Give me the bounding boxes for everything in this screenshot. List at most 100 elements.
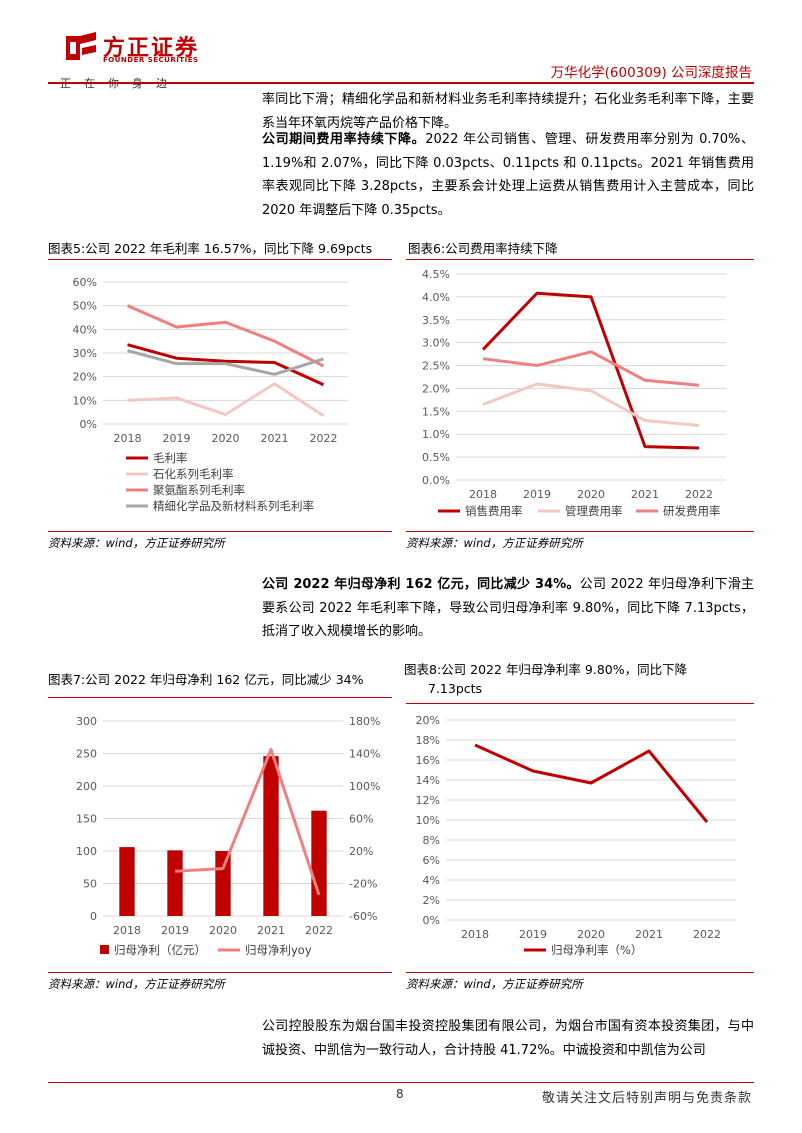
fig5-legend-label: 精细化学品及新材料系列毛利率: [153, 499, 314, 513]
fig5-ytick-label: 20%: [73, 371, 97, 384]
fig5-ytick-label: 10%: [73, 394, 97, 407]
fig5-xtick-label: 2019: [163, 432, 191, 445]
fig7-ytick-label: 50: [83, 878, 97, 891]
fig8-source: 资料来源：wind，方正证券研究所: [406, 977, 583, 991]
fig8-ytick-label: 20%: [416, 714, 440, 727]
fig6-ytick-label: 2.5%: [422, 360, 450, 373]
footer-disclaimer: 敬请关注文后特别声明与免责条款: [541, 1091, 752, 1106]
fig6-xtick-label: 2018: [469, 488, 497, 501]
fig8-bottom-rule: [406, 972, 754, 973]
fig6-ytick-label: 0.5%: [422, 451, 450, 464]
fig6-xtick-label: 2021: [631, 488, 659, 501]
fig5-xtick-label: 2018: [114, 432, 142, 445]
fig7-ytick-label: 200: [76, 780, 97, 793]
fig7-y2tick-label: -20%: [349, 878, 377, 891]
fig5-ytick-label: 60%: [73, 276, 97, 289]
fig7-series-line: [174, 747, 321, 896]
fig7-bar: [263, 756, 279, 916]
fig6-ytick-label: 1.0%: [422, 428, 450, 441]
paragraph-shareholders: 公司控股股东为烟台国丰投资控股集团有限公司，为烟台市国有资本投资集团，与中诚投资…: [262, 1019, 754, 1058]
fig5-title: 图表5:公司 2022 年毛利率 16.57%，同比下降 9.69pcts: [48, 241, 373, 256]
fig6-legend-label: 管理费用率: [565, 504, 623, 518]
fig6-series-line: [482, 382, 700, 428]
fig5-series-line: [127, 382, 325, 417]
fig6-xtick-label: 2022: [685, 488, 713, 501]
fig7-y2tick-label: 60%: [349, 813, 373, 826]
fig7-ytick-label: 250: [76, 748, 97, 761]
fig7-title: 图表7:公司 2022 年归母净利 162 亿元，同比减少 34%: [48, 672, 364, 687]
fig5-ytick-label: 50%: [73, 300, 97, 313]
fig6-top-rule: [406, 259, 754, 260]
fig5-ytick-label: 30%: [73, 347, 97, 360]
fig5-source: 资料来源：wind，方正证券研究所: [48, 536, 225, 550]
fig8-ytick-label: 6%: [423, 854, 440, 867]
fig8-chart: 0% 2% 4% 6% 8% 10% 12% 14% 16% 18% 20% 2018 2019 2020…: [416, 714, 736, 957]
fig6-ytick-label: 1.5%: [422, 405, 450, 418]
paragraph-net-profit-body: 公司 2022 年归母净利下滑主要系公司 2022 年毛利率下降，导致公司归母净…: [262, 577, 754, 639]
fig5-xtick-label: 2021: [261, 432, 289, 445]
fig8-xtick-label: 2019: [519, 928, 547, 941]
fig5-bottom-rule: [48, 531, 392, 532]
fig8-ytick-label: 14%: [416, 774, 440, 787]
fig7-y2tick-label: 100%: [349, 780, 380, 793]
fig6-legend-label: 研发费用率: [663, 504, 721, 518]
logo-cn-text: 方正证券: [103, 36, 200, 61]
fig6-title: 图表6:公司费用率持续下降: [408, 241, 558, 256]
fig7-y2tick-label: -60%: [349, 910, 377, 923]
fig7-legend-label: 归母净利yoy: [245, 943, 312, 957]
fig6-ytick-label: 2.0%: [422, 382, 450, 395]
fig8-ytick-label: 10%: [416, 814, 440, 827]
fig7-top-rule: [48, 697, 392, 698]
fig8-legend-label: 归母净利率（%）: [551, 943, 642, 957]
fig5-legend-label: 聚氨酯系列毛利率: [153, 483, 245, 497]
founder-logo-icon: [66, 32, 96, 60]
fig7-legend-swatch: [100, 945, 109, 954]
fig5-series-line: [126, 304, 325, 368]
fig7-bottom-rule: [48, 972, 392, 973]
fig6-ytick-label: 0.0%: [422, 474, 450, 487]
fig7-bar: [119, 847, 135, 916]
fig8-ytick-label: 4%: [423, 874, 440, 887]
fig8-xtick-label: 2020: [577, 928, 605, 941]
fig8-xtick-label: 2022: [693, 928, 721, 941]
fig7-y2tick-label: 180%: [349, 715, 380, 728]
fig7-source: 资料来源：wind，方正证券研究所: [48, 977, 225, 991]
fig6-xtick-label: 2020: [577, 488, 605, 501]
fig8-ytick-label: 12%: [416, 794, 440, 807]
fig6-legend-label: 销售费用率: [465, 504, 523, 518]
fig7-xtick-label: 2021: [257, 924, 285, 937]
fig5-chart: 0% 10% 20% 30% 40% 50% 60% 2018 2019 2020 2021 2022…: [73, 276, 348, 513]
paragraph-net-profit-heading: 公司 2022 年归母净利 162 亿元，同比减少 34%。: [262, 577, 580, 592]
fig7-xtick-label: 2022: [305, 924, 333, 937]
fig7-y2tick-label: 20%: [349, 845, 373, 858]
fig6-ytick-label: 3.0%: [422, 337, 450, 350]
fig5-legend-label: 毛利率: [153, 451, 188, 465]
fig7-y2tick-label: 140%: [349, 748, 380, 761]
paragraph-net-profit: 公司 2022 年归母净利 162 亿元，同比减少 34%。公司 2022 年归…: [262, 573, 754, 644]
fig7-bar: [167, 850, 183, 916]
slogan: 正在你身边: [60, 77, 180, 90]
fig5-top-rule: [48, 259, 392, 260]
paragraph-gross-margin: 率同比下滑；精细化学品和新材料业务毛利率持续提升；石化业务毛利率下降，主要系当年…: [262, 92, 754, 131]
fig5-legend-label: 石化系列毛利率: [153, 467, 234, 481]
fig5-ytick-label: 0%: [80, 418, 97, 431]
fig5-xtick-label: 2020: [212, 432, 240, 445]
fig8-ytick-label: 0%: [423, 914, 440, 927]
fig7-ytick-label: 100: [76, 845, 97, 858]
fig6-ytick-label: 3.5%: [422, 314, 450, 327]
paragraph-expense-ratio: 公司期间费用率持续下降。2022 年公司销售、管理、研发费用率分别为 0.70%…: [262, 128, 754, 222]
fig6-ytick-label: 4.5%: [422, 268, 450, 281]
fig7-bar: [311, 810, 327, 916]
fig8-xtick-label: 2021: [635, 928, 663, 941]
fig8-top-rule: [406, 703, 754, 704]
fig6-bottom-rule: [406, 531, 754, 532]
fig7-xtick-label: 2018: [113, 924, 141, 937]
header-divider: [48, 82, 754, 84]
fig7-bar: [215, 851, 231, 916]
fig7-chart: 0 50 100 150 200 250 300 -60% -20% 20% 60% 100% 140%…: [76, 715, 380, 957]
fig6-chart: 0.0% 0.5% 1.0% 1.5% 2.0% 2.5% 3.0% 3.5% 4.0% 4.5%…: [422, 268, 726, 518]
fig7-legend-label: 归母净利（亿元）: [114, 943, 206, 957]
fig6-ytick-label: 4.0%: [422, 291, 450, 304]
fig5-series-line: [127, 349, 324, 376]
fig7-ytick-label: 150: [76, 813, 97, 826]
